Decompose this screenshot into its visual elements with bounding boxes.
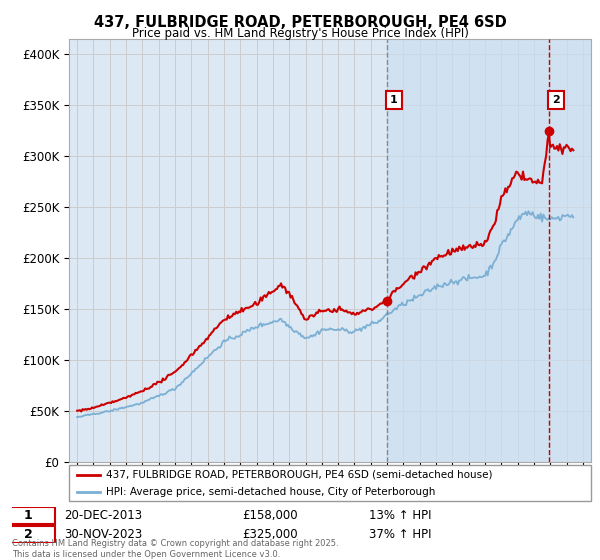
Text: 20-DEC-2013: 20-DEC-2013: [64, 509, 142, 522]
Text: Price paid vs. HM Land Registry's House Price Index (HPI): Price paid vs. HM Land Registry's House …: [131, 27, 469, 40]
Text: 37% ↑ HPI: 37% ↑ HPI: [369, 528, 431, 541]
FancyBboxPatch shape: [69, 465, 591, 501]
Bar: [386, 39, 591, 462]
Text: 2: 2: [24, 528, 32, 541]
Text: 2: 2: [552, 95, 560, 105]
FancyBboxPatch shape: [1, 507, 55, 524]
Text: 437, FULBRIDGE ROAD, PETERBOROUGH, PE4 6SD (semi-detached house): 437, FULBRIDGE ROAD, PETERBOROUGH, PE4 6…: [106, 470, 492, 480]
Text: 437, FULBRIDGE ROAD, PETERBOROUGH, PE4 6SD: 437, FULBRIDGE ROAD, PETERBOROUGH, PE4 6…: [94, 15, 506, 30]
Text: Contains HM Land Registry data © Crown copyright and database right 2025.
This d: Contains HM Land Registry data © Crown c…: [12, 539, 338, 559]
Text: 1: 1: [390, 95, 398, 105]
Text: 1: 1: [24, 509, 32, 522]
Text: £325,000: £325,000: [242, 528, 298, 541]
Text: 13% ↑ HPI: 13% ↑ HPI: [369, 509, 431, 522]
Text: 30-NOV-2023: 30-NOV-2023: [64, 528, 142, 541]
Text: HPI: Average price, semi-detached house, City of Peterborough: HPI: Average price, semi-detached house,…: [106, 487, 435, 497]
Text: £158,000: £158,000: [242, 509, 298, 522]
FancyBboxPatch shape: [1, 526, 55, 543]
